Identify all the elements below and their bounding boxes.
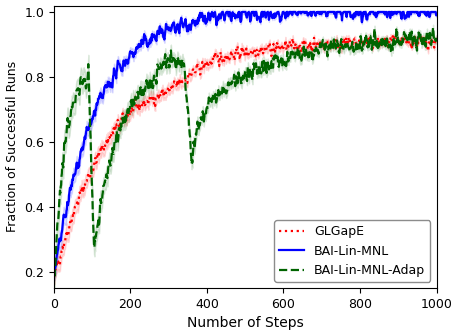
X-axis label: Number of Steps: Number of Steps [187, 317, 304, 330]
Legend: GLGapE, BAI-Lin-MNL, BAI-Lin-MNL-Adap: GLGapE, BAI-Lin-MNL, BAI-Lin-MNL-Adap [274, 220, 430, 282]
Y-axis label: Fraction of Successful Runs: Fraction of Successful Runs [5, 61, 19, 233]
